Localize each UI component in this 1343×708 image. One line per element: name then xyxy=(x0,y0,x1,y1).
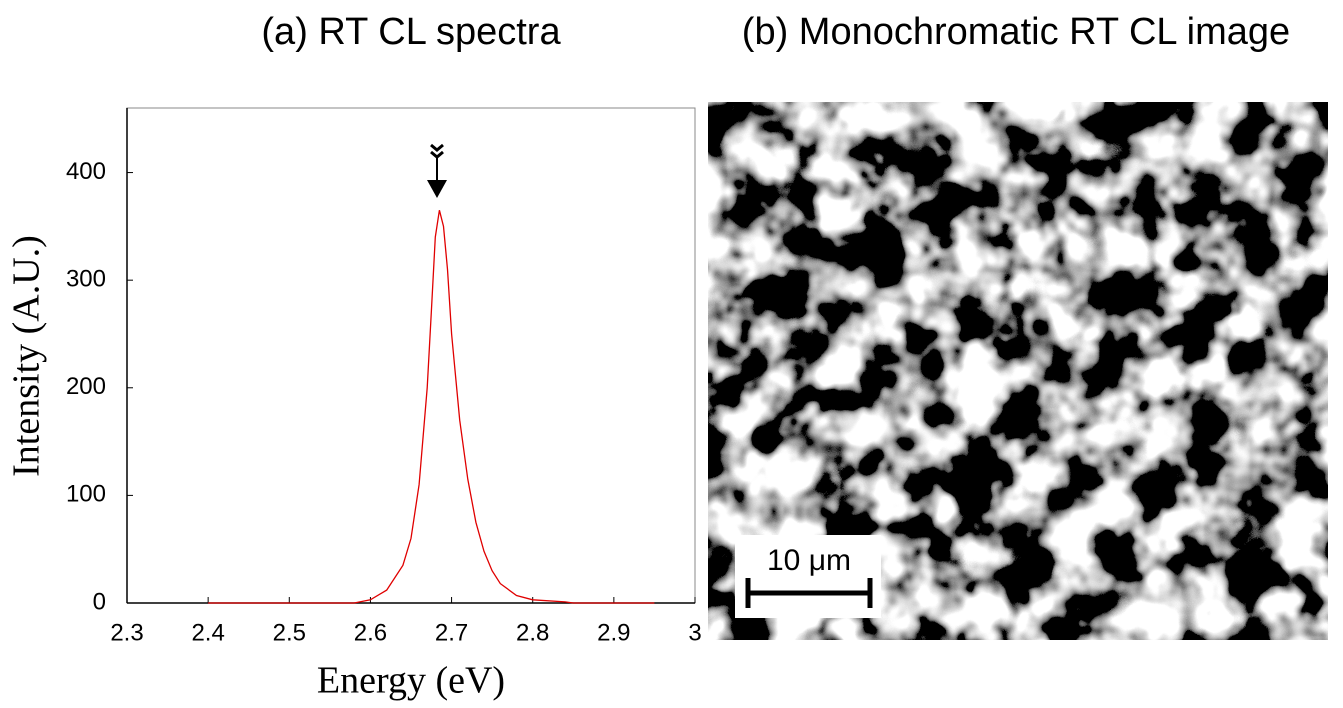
x-tick-label: 2.6 xyxy=(354,619,387,646)
x-tick-label: 2.4 xyxy=(191,619,224,646)
y-tick-label: 100 xyxy=(66,481,106,508)
y-tick-label: 400 xyxy=(66,158,106,185)
x-tick-label: 2.7 xyxy=(435,619,468,646)
scale-bar-label: 10 μm xyxy=(767,544,851,577)
chart-title: (a) RT CL spectra xyxy=(261,11,561,53)
image-title: (b) Monochromatic RT CL image xyxy=(742,11,1290,53)
x-tick-label: 2.8 xyxy=(516,619,549,646)
peak-arrow xyxy=(427,143,447,198)
scale-bar xyxy=(745,578,873,608)
x-tick-label: 2.9 xyxy=(597,619,630,646)
spectrum-line xyxy=(208,210,655,604)
y-tick-label: 0 xyxy=(93,588,106,615)
y-tick-label: 200 xyxy=(66,373,106,400)
y-axis-label: Intensity (A.U.) xyxy=(6,235,48,477)
plot-frame xyxy=(126,107,696,604)
x-tick-label: 2.5 xyxy=(273,619,306,646)
x-axis-label: Energy (eV) xyxy=(317,660,505,702)
scale-bar-box xyxy=(735,535,881,618)
x-tick-label: 3 xyxy=(688,619,701,646)
x-tick-label: 2.3 xyxy=(110,619,143,646)
y-tick-label: 300 xyxy=(66,266,106,293)
